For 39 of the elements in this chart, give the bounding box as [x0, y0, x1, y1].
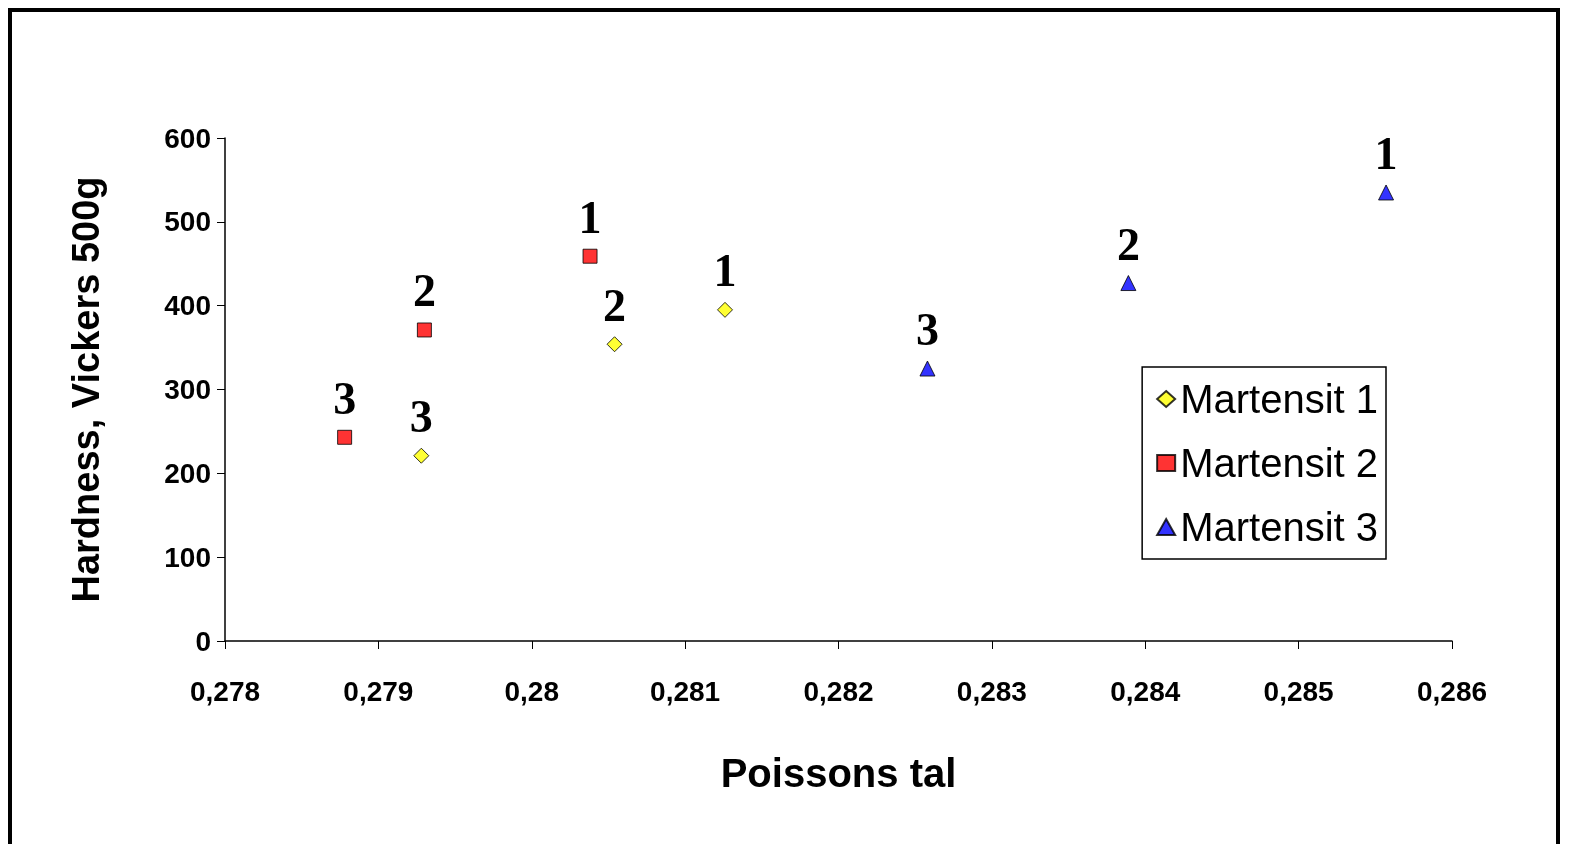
legend-label: Martensit 3	[1180, 505, 1379, 549]
point	[337, 429, 353, 445]
annotation: 3	[409, 391, 433, 443]
x-tick-label: 0,281	[650, 675, 721, 707]
x-tick-label: 0,278	[189, 675, 261, 707]
point	[717, 301, 733, 318]
annotation: 2	[1116, 218, 1140, 270]
x-tick-label: 0,282	[803, 675, 874, 707]
point	[1120, 275, 1137, 292]
x-tick-label: 0,279	[343, 675, 414, 707]
point	[582, 248, 598, 264]
x-tick-label: 0,284	[1110, 675, 1181, 707]
y-axis-title: Hardness, Vickers 500g	[65, 176, 107, 603]
annotation: 1	[713, 245, 737, 297]
point	[606, 336, 623, 353]
point	[413, 447, 430, 464]
legend-label: Martensit 2	[1180, 441, 1379, 485]
annotation: 3	[333, 372, 357, 424]
y-tick-label: 200	[164, 457, 211, 489]
x-tick-label: 0,283	[956, 675, 1027, 707]
annotation: 1	[578, 191, 602, 243]
annotation: 1	[1374, 127, 1398, 179]
annotation: 2	[603, 279, 627, 331]
y-tick-label: 300	[164, 374, 211, 405]
annotation: 3	[915, 304, 939, 356]
y-tick-label: 500	[164, 206, 211, 238]
y-tick-label: 100	[164, 541, 211, 573]
annotation: 2	[412, 265, 436, 317]
x-axis-title: Poissons tal	[720, 751, 957, 795]
x-tick-label: 0,28	[504, 675, 559, 707]
point	[919, 360, 936, 377]
legend-label: Martensit 1	[1180, 377, 1379, 421]
point	[1378, 184, 1395, 201]
point	[416, 322, 432, 338]
x-tick-label: 0,285	[1263, 675, 1334, 707]
y-tick-label: 0	[195, 625, 211, 657]
y-tick-label: 400	[164, 290, 211, 322]
x-tick-label: 0,286	[1416, 675, 1488, 707]
y-tick-label: 600	[164, 122, 211, 154]
